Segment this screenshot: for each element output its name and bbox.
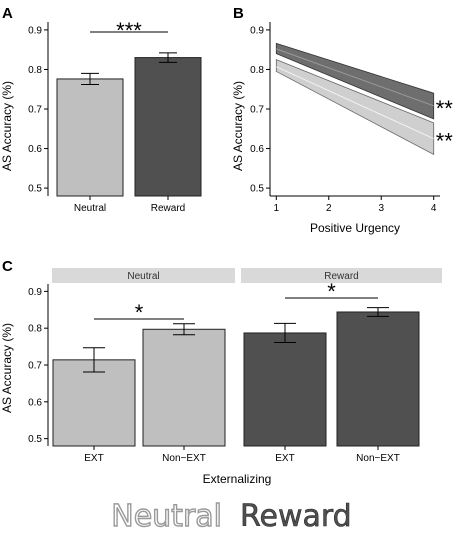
panel-a: A AS Accuracy (%) 0.5 0.6 0.7 0.8 0.9 *** Ne… — [0, 5, 202, 214]
panel-a-y-axis: 0.5 0.6 0.7 0.8 0.9 — [28, 22, 49, 196]
panel-c: C AS Accuracy (%) 0.5 0.6 0.7 0.8 0.9 Neutra… — [0, 258, 442, 486]
panel-c-bar — [142, 328, 226, 447]
legend-neutral: Neutral — [111, 499, 222, 534]
panel-c-y-tick-label: 0.5 — [28, 434, 42, 445]
panel-a-x-axis: Neutral Reward — [74, 196, 185, 214]
panel-c-sig-star: * — [135, 300, 144, 325]
panel-c-bar — [243, 332, 327, 447]
panel-a-y-tick-label: 0.5 — [28, 184, 42, 195]
panel-c-y-tick-label: 0.9 — [28, 287, 42, 298]
panel-c-x-tick-label: Non−EXT — [162, 453, 206, 464]
panel-b-sig-stars: ** — [436, 96, 454, 121]
legend: Neutral Reward — [111, 498, 352, 534]
panel-b-y-axis: 0.5 0.6 0.7 0.8 0.9 — [250, 22, 271, 196]
panel-a-bars — [56, 52, 202, 197]
panel-b-ylabel: AS Accuracy (%) — [231, 81, 245, 171]
panel-c-bar — [52, 359, 136, 447]
panel-c-bar — [336, 311, 420, 447]
panel-b-y-tick-label: 0.6 — [250, 144, 264, 155]
panel-a-significance: *** — [90, 18, 168, 43]
panel-b-regression-bands: ** ** — [275, 42, 454, 156]
panel-b-x-axis: 1 2 3 4 — [270, 195, 440, 214]
panel-c-strip — [52, 268, 235, 283]
panel-a-y-tick-label: 0.8 — [28, 65, 42, 76]
panel-c-sig-star: * — [327, 279, 336, 304]
panel-b-x-tick-label: 1 — [274, 203, 280, 214]
panel-a-bar — [134, 57, 202, 197]
panel-b-y-tick-label: 0.7 — [250, 105, 264, 116]
panel-b-regression-line — [276, 48, 434, 107]
panel-b-label: B — [233, 5, 244, 22]
panel-c-y-tick-label: 0.7 — [28, 361, 42, 372]
panel-c-strip — [241, 268, 442, 283]
panel-c-y-axis: 0.5 0.6 0.7 0.8 0.9 — [28, 284, 49, 446]
panel-b-y-tick-label: 0.8 — [250, 65, 264, 76]
panel-c-facet: Reward EXT Non−EXT * — [241, 268, 442, 464]
panel-b-ci-band — [275, 42, 435, 120]
panel-a-y-tick-label: 0.6 — [28, 144, 42, 155]
panel-b-ci-band — [275, 58, 435, 156]
panel-c-facet: Neutral EXT Non−EXT * — [52, 268, 235, 464]
panel-a-y-tick-label: 0.7 — [28, 105, 42, 116]
panel-c-x-tick-label: EXT — [275, 453, 294, 464]
legend-reward: Reward — [240, 499, 352, 534]
panel-c-x-tick-label: Non−EXT — [356, 453, 400, 464]
panel-b-sig-stars: ** — [436, 129, 454, 154]
panel-c-ylabel: AS Accuracy (%) — [0, 323, 14, 413]
panel-a-sig-stars: *** — [116, 18, 142, 43]
panel-c-y-tick-label: 0.8 — [28, 324, 42, 335]
panel-a-ylabel: AS Accuracy (%) — [0, 81, 14, 171]
panel-b-x-tick-label: 4 — [431, 203, 437, 214]
panel-a-y-tick-label: 0.9 — [28, 25, 42, 36]
panel-b-xlabel: Positive Urgency — [310, 221, 400, 235]
panel-b-regression-line — [276, 66, 434, 140]
panel-c-y-tick-label: 0.6 — [28, 397, 42, 408]
panel-c-strip-label: Reward — [324, 271, 358, 282]
panel-b-x-tick-label: 3 — [378, 203, 384, 214]
panel-b-x-tick-label: 2 — [326, 203, 332, 214]
panel-c-label: C — [2, 258, 13, 275]
panel-c-x-tick-label: EXT — [84, 453, 103, 464]
panel-a-x-tick-label: Neutral — [74, 203, 106, 214]
panel-a-bar — [56, 78, 124, 197]
panel-a-x-tick-label: Reward — [151, 203, 185, 214]
panel-b-y-tick-label: 0.5 — [250, 184, 264, 195]
panel-c-strip-label: Neutral — [127, 271, 159, 282]
panel-b-y-tick-label: 0.9 — [250, 25, 264, 36]
panel-a-label: A — [2, 5, 13, 22]
panel-c-xlabel: Externalizing — [203, 472, 272, 486]
panel-b: B AS Accuracy (%) 0.5 0.6 0.7 0.8 0.9 ** ** 1… — [231, 5, 453, 235]
